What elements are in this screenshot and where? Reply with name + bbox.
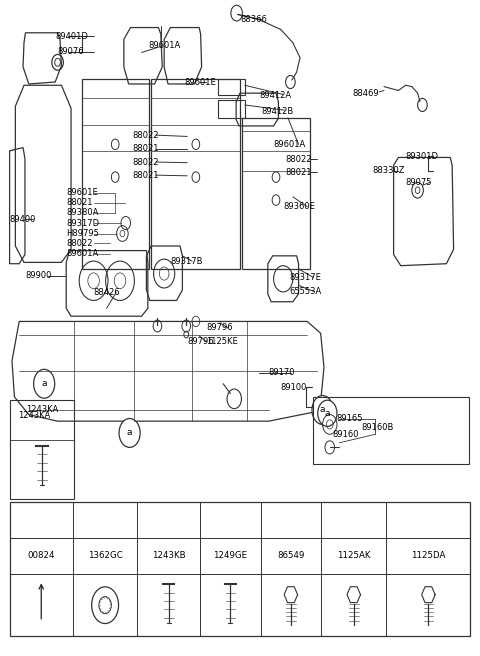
Text: 88022: 88022 xyxy=(132,131,158,140)
Text: 88021: 88021 xyxy=(286,168,312,177)
Text: 89076: 89076 xyxy=(58,47,84,56)
Text: 89301D: 89301D xyxy=(406,152,439,161)
Text: 89100: 89100 xyxy=(281,382,307,392)
Text: 1249GE: 1249GE xyxy=(213,552,248,560)
Text: 88469: 88469 xyxy=(353,89,379,98)
Circle shape xyxy=(34,369,55,398)
Text: a: a xyxy=(41,379,47,388)
Text: 88022: 88022 xyxy=(66,239,93,248)
Text: 1362GC: 1362GC xyxy=(88,552,122,560)
Text: 88330Z: 88330Z xyxy=(372,166,405,175)
Text: 1243KA: 1243KA xyxy=(25,405,58,415)
Text: 88426: 88426 xyxy=(94,288,120,297)
Circle shape xyxy=(318,400,337,426)
Text: 89401D: 89401D xyxy=(55,31,88,41)
Text: 88366: 88366 xyxy=(240,15,267,24)
Text: a: a xyxy=(127,428,132,438)
Text: 1125AK: 1125AK xyxy=(337,552,371,560)
Text: 1125DA: 1125DA xyxy=(411,552,445,560)
Text: 89601A: 89601A xyxy=(149,41,181,51)
Text: 88021: 88021 xyxy=(132,144,158,154)
Circle shape xyxy=(312,396,333,424)
Text: 1243KA: 1243KA xyxy=(18,411,50,420)
Text: 89412A: 89412A xyxy=(259,91,291,100)
Text: 89360E: 89360E xyxy=(283,202,315,211)
Text: 89601E: 89601E xyxy=(185,78,216,87)
Text: 88022: 88022 xyxy=(286,155,312,164)
Text: 88022: 88022 xyxy=(132,157,158,167)
Text: 89900: 89900 xyxy=(25,271,52,280)
Text: a: a xyxy=(320,405,325,415)
Circle shape xyxy=(119,419,140,447)
Text: 89075: 89075 xyxy=(406,178,432,187)
Text: 1125KE: 1125KE xyxy=(206,337,238,346)
Text: 65553A: 65553A xyxy=(289,287,322,296)
Text: 89796: 89796 xyxy=(206,323,233,333)
Text: 89601E: 89601E xyxy=(66,188,98,197)
Text: 00824: 00824 xyxy=(27,552,55,560)
Text: 89601A: 89601A xyxy=(274,140,306,149)
Text: 89796: 89796 xyxy=(187,337,214,346)
Text: 89170: 89170 xyxy=(269,368,295,377)
Text: 89160: 89160 xyxy=(333,430,359,440)
Text: 89400: 89400 xyxy=(10,215,36,224)
Text: 89412B: 89412B xyxy=(262,107,294,116)
Text: 88021: 88021 xyxy=(132,171,158,180)
Text: 89380A: 89380A xyxy=(66,208,98,217)
Text: a: a xyxy=(324,409,330,418)
Text: 89317D: 89317D xyxy=(66,218,99,228)
Text: 88021: 88021 xyxy=(66,198,93,207)
Text: 1243KB: 1243KB xyxy=(152,552,186,560)
Text: 89317E: 89317E xyxy=(289,273,321,282)
Text: 89317B: 89317B xyxy=(170,256,203,266)
Text: 89160B: 89160B xyxy=(361,423,394,432)
Text: 86549: 86549 xyxy=(277,552,305,560)
Text: H89795: H89795 xyxy=(66,229,99,238)
Text: 89165: 89165 xyxy=(336,414,362,423)
Text: 89601A: 89601A xyxy=(66,249,98,258)
